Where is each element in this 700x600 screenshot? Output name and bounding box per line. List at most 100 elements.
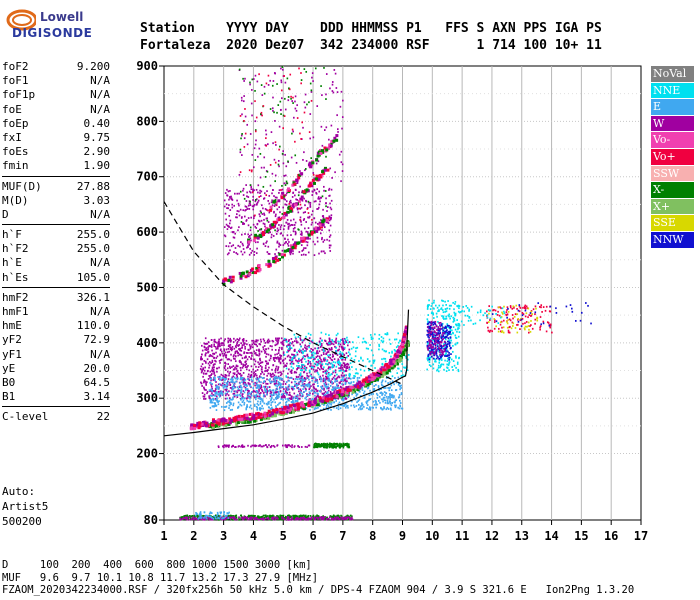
echo-point: [341, 352, 343, 355]
echo-point: [255, 393, 258, 396]
echo-point: [328, 334, 330, 337]
echo-point: [308, 517, 311, 520]
echo-point: [286, 393, 288, 396]
echo-point: [355, 368, 357, 371]
echo-point: [375, 400, 377, 403]
echo-point: [272, 372, 274, 375]
echo-point: [276, 369, 279, 372]
echo-point: [268, 444, 270, 446]
echo-point: [369, 389, 371, 392]
echo-point: [321, 392, 324, 395]
echo-point: [218, 338, 220, 341]
echo-point: [343, 366, 346, 369]
echo-point: [324, 339, 326, 342]
echo-point: [314, 363, 317, 366]
echo-point: [318, 197, 321, 200]
echo-point: [274, 253, 276, 255]
echo-point: [280, 371, 282, 374]
echo-point: [286, 391, 288, 394]
echo-point: [213, 515, 216, 518]
echo-point: [289, 253, 292, 256]
echo-point: [210, 362, 212, 365]
echo-point: [247, 348, 250, 351]
echo-point: [314, 67, 317, 70]
echo-point: [249, 374, 252, 377]
echo-point: [300, 79, 303, 81]
echo-point: [387, 387, 389, 389]
echo-point: [236, 365, 239, 368]
echo-point: [205, 349, 208, 351]
echo-point: [264, 370, 266, 373]
echo-point: [325, 369, 328, 372]
echo-point: [369, 334, 372, 336]
echo-point: [335, 443, 337, 445]
echo-point: [351, 515, 353, 518]
param-label: foF2: [2, 60, 29, 73]
echo-point: [284, 392, 286, 395]
echo-point: [319, 154, 321, 157]
echo-point: [314, 347, 316, 350]
echo-point: [348, 446, 351, 449]
echo-point: [287, 444, 289, 447]
echo-point: [250, 394, 253, 397]
echo-point: [243, 351, 246, 354]
echo-point: [363, 390, 366, 393]
echo-point: [230, 245, 233, 248]
echo-point: [298, 251, 301, 253]
echo-point: [438, 341, 440, 344]
param-value: 64.5: [83, 375, 111, 389]
echo-point: [209, 394, 212, 397]
echo-point: [324, 359, 326, 362]
echo-point: [270, 381, 272, 384]
echo-point: [231, 377, 233, 380]
echo-point: [452, 301, 454, 304]
echo-point: [219, 353, 221, 356]
echo-point: [263, 166, 265, 169]
echo-point: [271, 389, 274, 392]
echo-point: [270, 393, 272, 396]
echo-point: [270, 396, 273, 399]
echo-point: [317, 352, 319, 355]
echo-point: [264, 225, 266, 228]
echo-point: [322, 374, 324, 377]
echo-point: [260, 407, 263, 410]
echo-point: [275, 406, 278, 409]
echo-point: [340, 379, 343, 381]
echo-point: [336, 354, 339, 356]
echo-point: [255, 377, 257, 380]
echo-point: [217, 386, 220, 388]
echo-point: [243, 80, 245, 82]
echo-point: [346, 404, 349, 407]
echo-point: [315, 352, 318, 355]
echo-point: [285, 165, 288, 168]
echo-point: [203, 386, 205, 389]
echo-point: [256, 395, 259, 398]
echo-point: [249, 133, 252, 135]
echo-point: [283, 337, 286, 340]
echo-point: [222, 516, 224, 519]
echo-point: [333, 358, 336, 360]
echo-point: [293, 356, 296, 359]
echo-point: [266, 378, 268, 381]
echo-point: [312, 190, 314, 193]
echo-point: [213, 372, 215, 375]
echo-point: [278, 165, 280, 168]
echo-point: [382, 337, 385, 340]
echo-point: [308, 131, 311, 134]
echo-point: [209, 406, 212, 409]
echo-point: [448, 358, 450, 361]
echo-point: [246, 191, 248, 194]
echo-point: [295, 161, 298, 164]
echo-point: [439, 366, 441, 369]
echo-point: [313, 362, 316, 365]
echo-point: [397, 367, 400, 370]
echo-point: [289, 394, 291, 397]
echo-point: [259, 516, 262, 519]
echo-point: [317, 517, 319, 520]
echo-point: [390, 394, 393, 397]
echo-point: [314, 407, 316, 409]
echo-point: [312, 351, 315, 354]
echo-point: [300, 351, 303, 354]
echo-point: [267, 341, 269, 344]
echo-point: [375, 402, 377, 404]
